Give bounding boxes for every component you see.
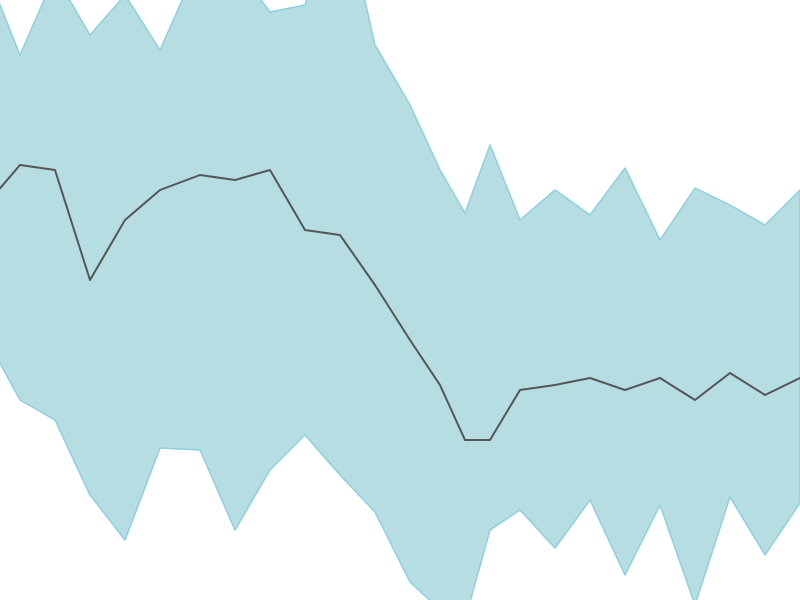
band-line-chart — [0, 0, 800, 600]
confidence-band — [0, 0, 800, 600]
